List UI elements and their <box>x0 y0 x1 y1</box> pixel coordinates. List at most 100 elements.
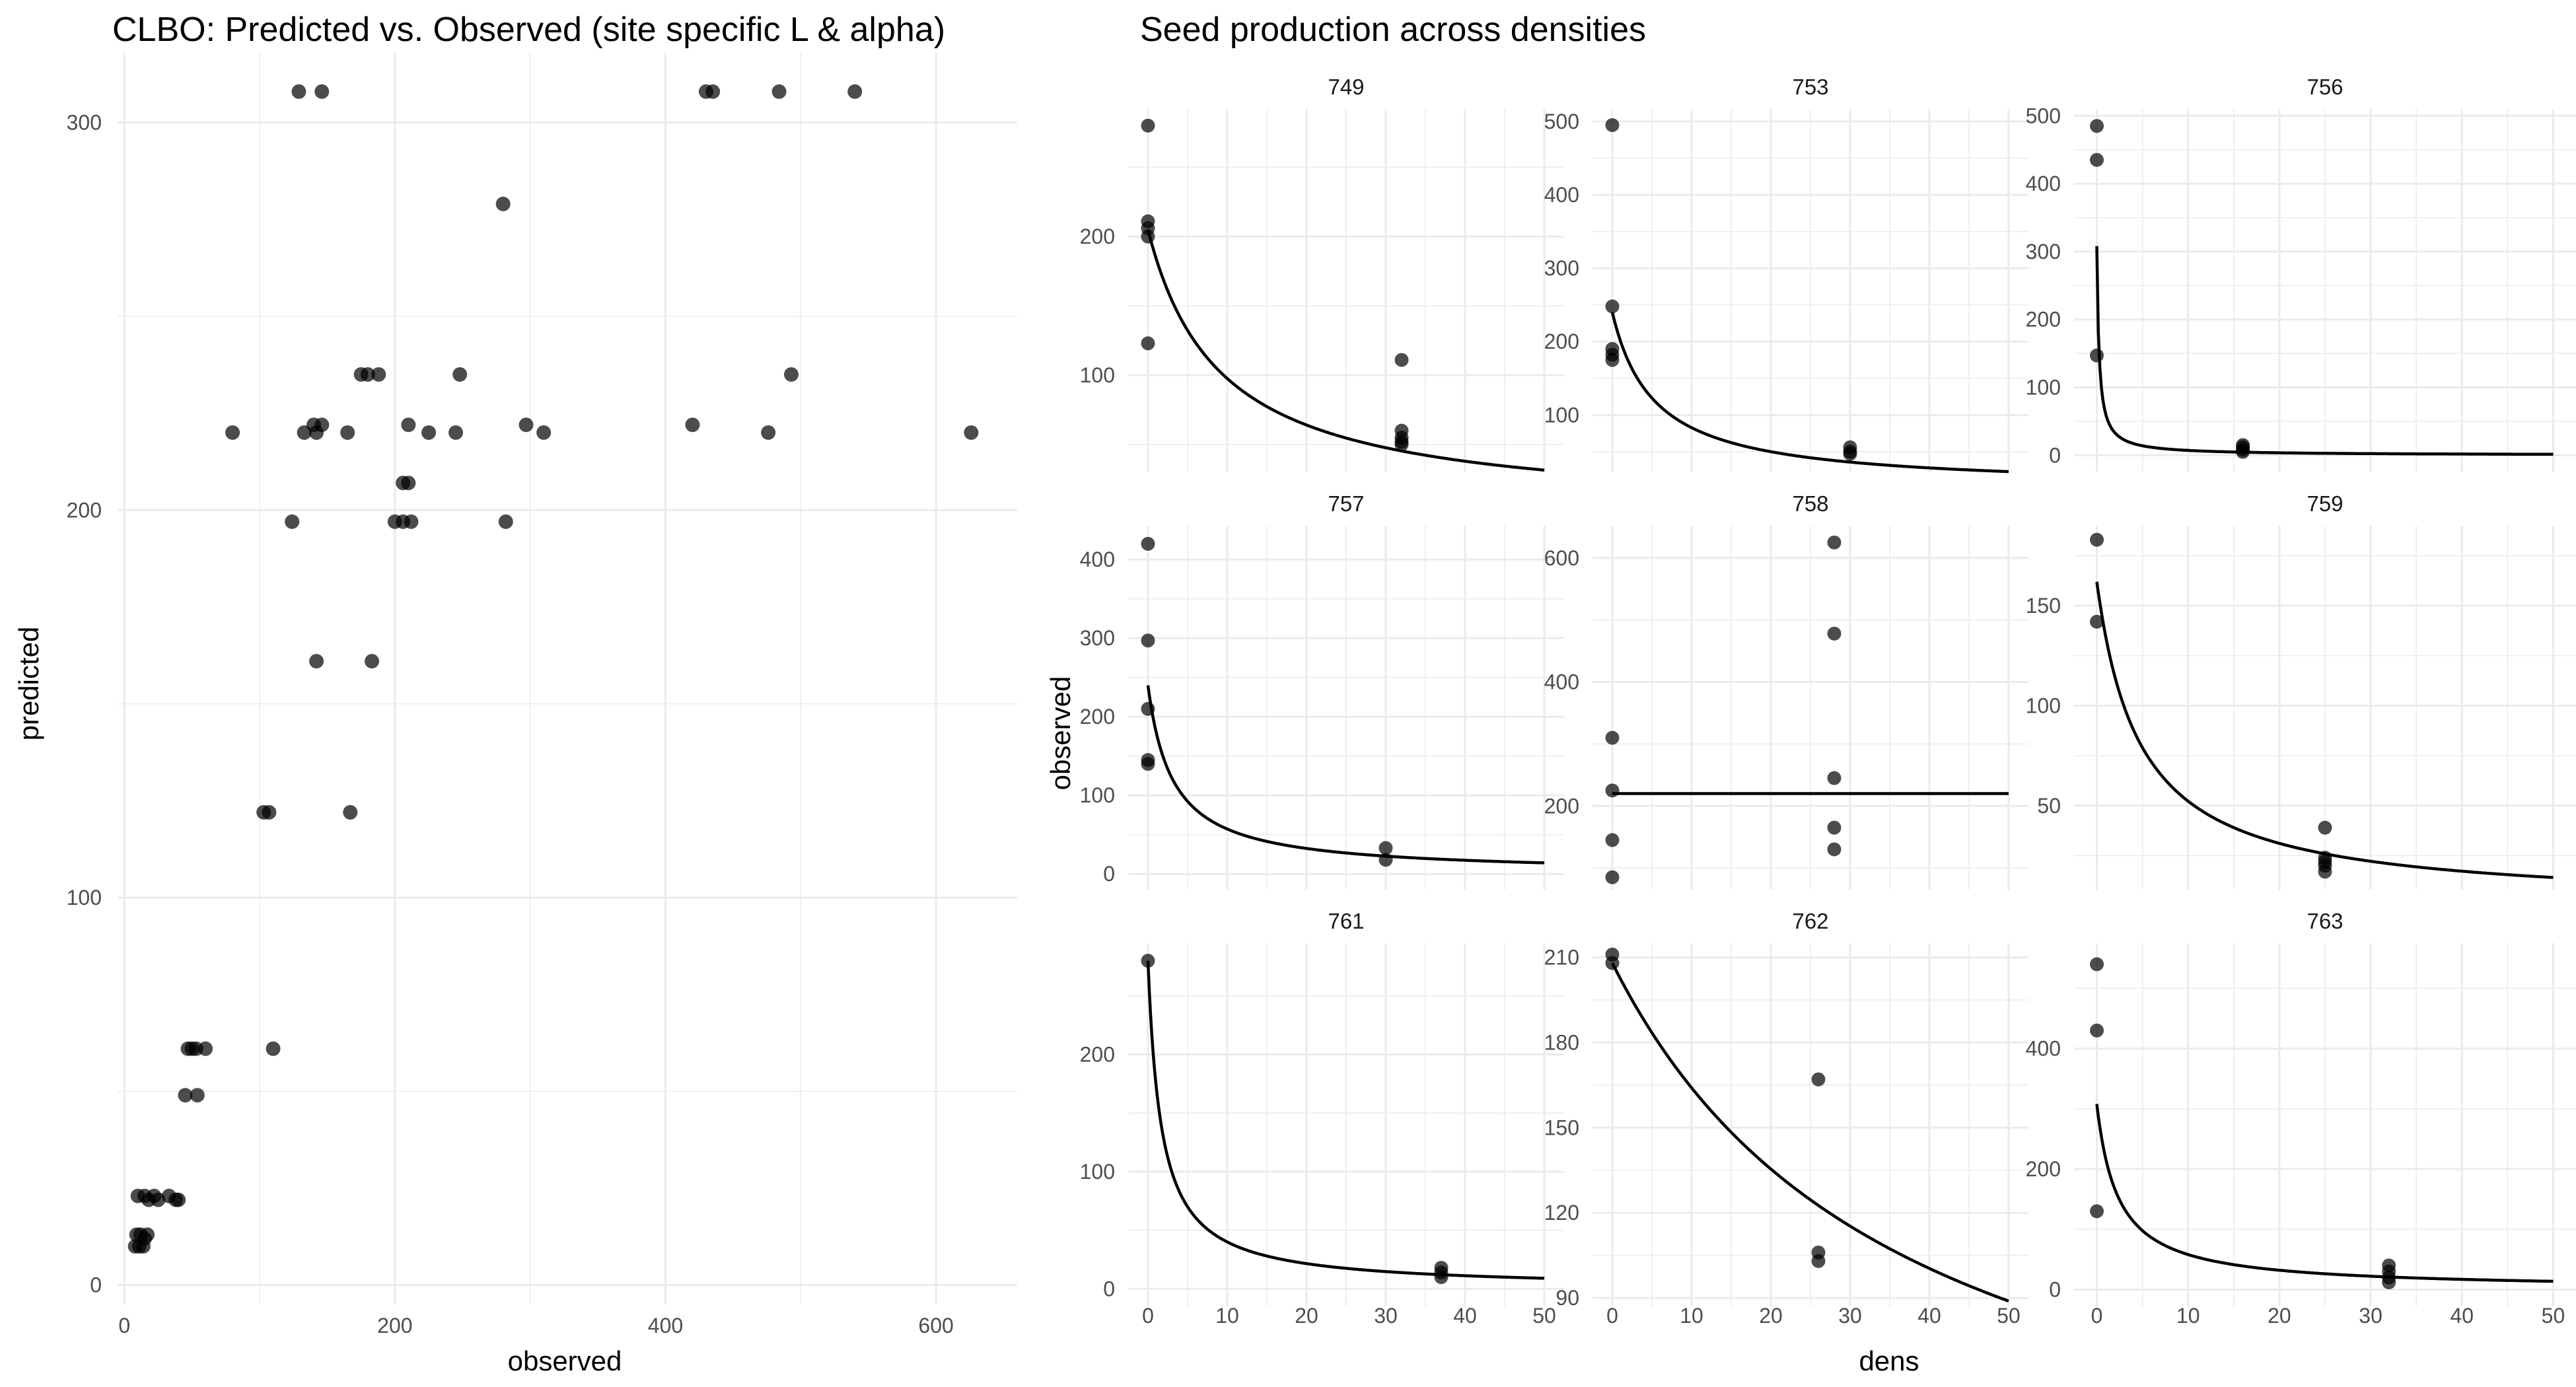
facet-y-tick-label: 400 <box>2026 1037 2061 1061</box>
facet-panel-749: 100 200 749 <box>1080 75 1564 472</box>
left-x-tick-label: 200 <box>377 1314 412 1337</box>
facet-y-tick-label: 180 <box>1544 1030 1579 1054</box>
left-data-point <box>761 425 776 440</box>
facet-data-point <box>1141 536 1155 551</box>
facet-panel-753: 100 200 300 400 500 753 <box>1544 75 2028 474</box>
facet-x-tick-label: 20 <box>2268 1304 2291 1328</box>
facet-data-point <box>1605 956 1620 970</box>
facet-x-tick-label: 20 <box>1295 1304 1318 1328</box>
left-y-tick-label: 200 <box>67 498 102 522</box>
facet-data-point <box>2090 153 2104 167</box>
facet-fit-curve <box>2095 1104 2554 1283</box>
facet-data-point <box>1394 437 1409 452</box>
facet-grid: 1002007491002003004005007530100200300400… <box>1080 75 2576 1328</box>
facet-panel-761: 0 10 20 30 40 50 0 100 200 761 <box>1080 909 1564 1328</box>
right-x-axis-label: dens <box>1859 1345 1919 1376</box>
facet-panel-757: 0 100 200 300 400 757 <box>1080 491 1564 890</box>
facet-fit-curve <box>1146 229 1545 472</box>
facet-y-tick-label: 200 <box>1080 705 1115 729</box>
facet-data-point <box>1394 353 1409 367</box>
facet-data-point <box>1827 626 1842 641</box>
facet-data-point <box>1141 118 1155 133</box>
facet-y-tick-label: 500 <box>2026 104 2061 127</box>
facet-y-tick-label: 500 <box>1544 110 1579 133</box>
facet-data-point <box>2090 348 2104 363</box>
left-data-point <box>135 1238 151 1254</box>
facet-x-tick-label: 10 <box>1680 1304 1703 1328</box>
facet-data-point <box>1811 1254 1826 1268</box>
left-data-point <box>448 425 464 440</box>
facet-y-tick-label: 100 <box>1080 1160 1115 1184</box>
left-scatter-plot: 0 200 400 600 0 100 200 300 <box>67 53 1017 1337</box>
facet-x-tick-label: 10 <box>2176 1304 2200 1328</box>
facet-data-point <box>1811 1072 1826 1086</box>
left-data-point <box>314 417 330 433</box>
facet-y-tick-label: 300 <box>2026 240 2061 264</box>
facet-data-point <box>1434 1270 1449 1285</box>
facet-fit-curve <box>1610 962 2009 1303</box>
facet-x-tick-label: 0 <box>1142 1304 1154 1328</box>
left-data-point <box>401 417 416 433</box>
facet-y-tick-label: 300 <box>1080 626 1115 650</box>
facet-y-tick-label: 0 <box>1103 862 1115 886</box>
facet-panel-763: 0 10 20 30 40 50 0 200 400 763 <box>2026 909 2576 1328</box>
facet-x-tick-label: 30 <box>1374 1304 1398 1328</box>
facet-data-point <box>2090 532 2104 547</box>
facet-x-tick-label: 30 <box>1838 1304 1862 1328</box>
left-data-point <box>498 514 513 529</box>
facet-x-tick-label: 10 <box>1215 1304 1239 1328</box>
facet-data-point <box>2382 1275 2396 1290</box>
left-data-point <box>262 804 277 820</box>
left-y-tick-label: 300 <box>67 111 102 135</box>
facet-x-tick-label: 40 <box>1917 1304 1941 1328</box>
facet-data-point <box>1378 853 1393 867</box>
facet-x-tick-label: 50 <box>1997 1304 2021 1328</box>
left-y-axis-label: predicted <box>13 627 44 741</box>
facet-strip-label: 758 <box>1792 491 1828 516</box>
facet-y-tick-label: 400 <box>1544 670 1579 694</box>
facet-fit-curve <box>2095 246 2554 456</box>
left-data-point <box>452 367 468 382</box>
facet-y-tick-label: 100 <box>1544 403 1579 427</box>
facet-y-tick-label: 0 <box>1103 1277 1115 1300</box>
facet-panel-756: 0 100 200 300 400 500 756 <box>2026 75 2576 472</box>
facet-data-point <box>1827 771 1842 785</box>
facet-y-tick-label: 200 <box>1080 225 1115 248</box>
facet-panel-759: 50 100 150 759 <box>2026 491 2576 890</box>
facet-strip-label: 761 <box>1328 909 1364 933</box>
left-data-point <box>365 654 380 669</box>
left-data-point <box>266 1041 281 1056</box>
left-data-point <box>404 514 419 529</box>
right-y-axis-label: observed <box>1045 676 1076 791</box>
facet-y-tick-label: 150 <box>1544 1116 1579 1139</box>
facet-y-tick-label: 400 <box>1544 183 1579 207</box>
facet-data-point <box>1141 757 1155 771</box>
left-data-point <box>190 1088 205 1103</box>
left-data-point <box>371 367 386 382</box>
facet-data-point <box>2090 957 2104 972</box>
left-data-point <box>140 1227 155 1242</box>
facet-data-point <box>1141 229 1155 244</box>
facet-data-point <box>1141 633 1155 648</box>
facet-strip-label: 759 <box>2307 491 2343 516</box>
facet-data-point <box>1605 833 1620 847</box>
facet-data-point <box>1827 842 1842 857</box>
facet-y-tick-label: 50 <box>2037 794 2061 818</box>
facet-x-tick-label: 50 <box>1532 1304 1556 1328</box>
facet-y-tick-label: 0 <box>2049 1277 2061 1301</box>
facet-y-tick-label: 100 <box>2026 694 2061 717</box>
left-data-point <box>343 804 358 820</box>
facet-fit-curve <box>1146 685 1545 865</box>
facet-y-tick-label: 200 <box>1544 330 1579 353</box>
facet-y-tick-label: 150 <box>2026 594 2061 618</box>
left-x-tick-label: 0 <box>118 1314 130 1337</box>
facet-x-tick-label: 0 <box>2091 1304 2103 1328</box>
facet-y-tick-label: 120 <box>1544 1201 1579 1225</box>
right-chart-title: Seed production across densities <box>1140 11 1646 49</box>
left-data-point <box>771 84 787 99</box>
facet-strip-label: 757 <box>1328 491 1364 516</box>
facet-data-point <box>1605 783 1620 798</box>
facet-panel-758: 200 400 600 758 <box>1544 491 2028 890</box>
facet-data-point <box>1827 535 1842 550</box>
